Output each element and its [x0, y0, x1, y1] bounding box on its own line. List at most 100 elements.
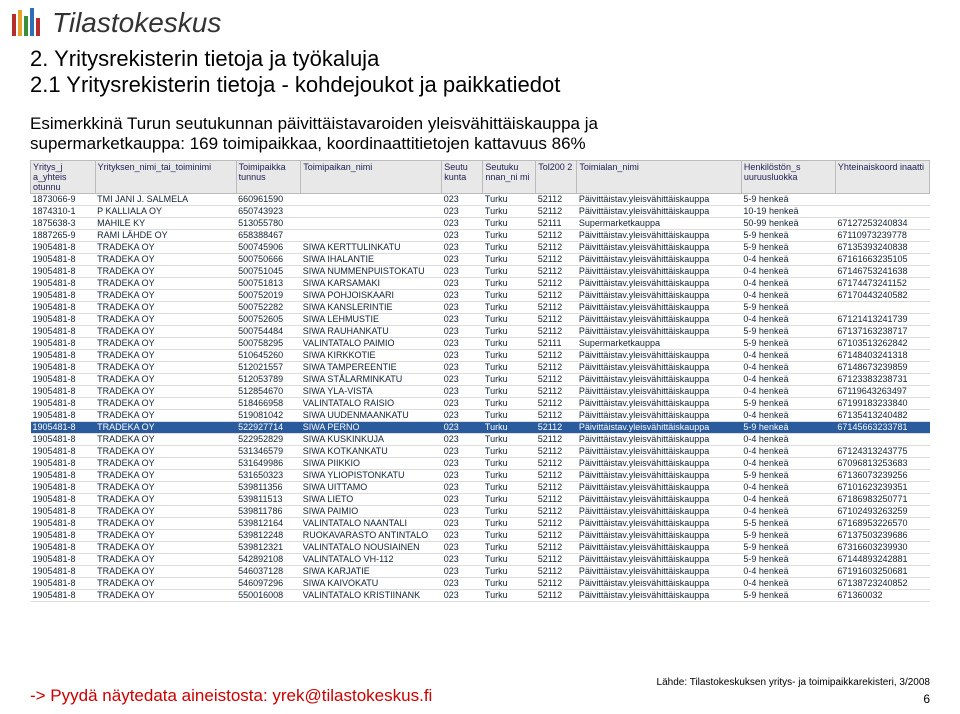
table-cell: Päivittäistav.yleisvähittäiskauppa	[577, 230, 742, 242]
table-cell: TRADEKA OY	[95, 302, 236, 314]
table-cell: 1905481-8	[31, 254, 96, 266]
table-cell: 1905481-8	[31, 410, 96, 422]
table-cell: 550016008	[236, 590, 301, 602]
table-cell: SIWA NUMMENPUISTOKATU	[301, 266, 442, 278]
table-cell: 531650323	[236, 470, 301, 482]
data-table: Yritys_j a_yhteis otunnuYrityksen_nimi_t…	[30, 160, 930, 602]
table-cell: Päivittäistav.yleisvähittäiskauppa	[577, 422, 742, 434]
table-cell: Päivittäistav.yleisvähittäiskauppa	[577, 482, 742, 494]
table-cell: 1905481-8	[31, 326, 96, 338]
table-cell: 52112	[536, 254, 577, 266]
table-cell: 510645260	[236, 350, 301, 362]
table-cell: Turku	[483, 470, 536, 482]
table-row[interactable]: 1905481-8TRADEKA OY500752019SIWA POHJOIS…	[31, 290, 930, 302]
table-cell: 1905481-8	[31, 506, 96, 518]
table-cell: 67137163238717	[835, 326, 929, 338]
table-row[interactable]: 1905481-8TRADEKA OY522952829SIWA KUSKINK…	[31, 434, 930, 446]
table-row[interactable]: 1905481-8TRADEKA OY500752282SIWA KANSLER…	[31, 302, 930, 314]
table-cell: 67146753241638	[835, 266, 929, 278]
table-row[interactable]: 1905481-8TRADEKA OY500758295VALINTATALO …	[31, 338, 930, 350]
table-row[interactable]: 1905481-8TRADEKA OY500751045SIWA NUMMENP…	[31, 266, 930, 278]
table-row[interactable]: 1905481-8TRADEKA OY500751813SIWA KARSAMA…	[31, 278, 930, 290]
table-cell: 023	[442, 386, 483, 398]
table-cell: 513055780	[236, 218, 301, 230]
table-row[interactable]: 1905481-8TRADEKA OY546097296SIWA KAIVOKA…	[31, 578, 930, 590]
table-cell: 1905481-8	[31, 338, 96, 350]
table-row[interactable]: 1905481-8TRADEKA OY542892108VALINTATALO …	[31, 554, 930, 566]
table-cell: 023	[442, 590, 483, 602]
table-cell: SIWA KAIVOKATU	[301, 578, 442, 590]
table-row[interactable]: 1905481-8TRADEKA OY531346579SIWA KOTKANK…	[31, 446, 930, 458]
table-row[interactable]: 1875638-3MAHILE KY513055780023Turku52111…	[31, 218, 930, 230]
table-cell: 67145663233781	[835, 422, 929, 434]
table-cell: 023	[442, 302, 483, 314]
source-text: Lähde: Tilastokeskuksen yritys- ja toimi…	[657, 677, 930, 688]
table-cell: 67124313243775	[835, 446, 929, 458]
table-cell: 52112	[536, 494, 577, 506]
table-cell: Turku	[483, 410, 536, 422]
table-cell	[301, 206, 442, 218]
table-cell	[301, 194, 442, 206]
table-cell: TRADEKA OY	[95, 458, 236, 470]
table-row[interactable]: 1905481-8TRADEKA OY539811356SIWA UITTAMO…	[31, 482, 930, 494]
table-row[interactable]: 1874310-1P KALLIALA OY650743923023Turku5…	[31, 206, 930, 218]
table-row[interactable]: 1905481-8TRADEKA OY539812321VALINTATALO …	[31, 542, 930, 554]
table-cell: TRADEKA OY	[95, 470, 236, 482]
table-cell: 023	[442, 566, 483, 578]
table-cell: P KALLIALA OY	[95, 206, 236, 218]
table-cell: TRADEKA OY	[95, 386, 236, 398]
data-table-wrap: Yritys_j a_yhteis otunnuYrityksen_nimi_t…	[0, 160, 960, 602]
table-row[interactable]: 1905481-8TRADEKA OY500750666SIWA IHALANT…	[31, 254, 930, 266]
table-row[interactable]: 1905481-8TRADEKA OY518466958VALINTATALO …	[31, 398, 930, 410]
table-cell: SIWA RAUHANKATU	[301, 326, 442, 338]
table-cell: Turku	[483, 518, 536, 530]
table-cell: Päivittäistav.yleisvähittäiskauppa	[577, 350, 742, 362]
table-row[interactable]: 1905481-8TRADEKA OY510645260SIWA KIRKKOT…	[31, 350, 930, 362]
table-cell: TRADEKA OY	[95, 506, 236, 518]
table-cell: VALINTATALO NOUSIAINEN	[301, 542, 442, 554]
table-cell: Turku	[483, 266, 536, 278]
table-cell: Turku	[483, 494, 536, 506]
table-row[interactable]: 1905481-8TRADEKA OY500752605SIWA LEHMUST…	[31, 314, 930, 326]
table-cell: Päivittäistav.yleisvähittäiskauppa	[577, 494, 742, 506]
table-cell: Turku	[483, 278, 536, 290]
table-cell: RAMI LÄHDE OY	[95, 230, 236, 242]
table-row[interactable]: 1887265-9RAMI LÄHDE OY658388467023Turku5…	[31, 230, 930, 242]
table-cell: 5-9 henkeä	[741, 326, 835, 338]
table-cell: 500751813	[236, 278, 301, 290]
table-row[interactable]: 1905481-8TRADEKA OY500754484SIWA RAUHANK…	[31, 326, 930, 338]
table-cell: 5-9 henkeä	[741, 542, 835, 554]
table-cell: 67316603239930	[835, 542, 929, 554]
table-row[interactable]: 1905481-8TRADEKA OY512854670SIWA YLA-VIS…	[31, 386, 930, 398]
table-cell: VALINTATALO PAIMIO	[301, 338, 442, 350]
table-row[interactable]: 1905481-8TRADEKA OY522927714SIWA PERNO02…	[31, 422, 930, 434]
table-cell: 0-4 henkeä	[741, 434, 835, 446]
table-row[interactable]: 1905481-8TRADEKA OY539812164VALINTATALO …	[31, 518, 930, 530]
table-cell: Päivittäistav.yleisvähittäiskauppa	[577, 362, 742, 374]
table-cell: 0-4 henkeä	[741, 374, 835, 386]
table-row[interactable]: 1905481-8TRADEKA OY550016008VALINTATALO …	[31, 590, 930, 602]
table-row[interactable]: 1905481-8TRADEKA OY512053789SIWA STÅLARM…	[31, 374, 930, 386]
table-cell: 67138723240852	[835, 578, 929, 590]
table-cell: TRADEKA OY	[95, 482, 236, 494]
table-cell: 539812321	[236, 542, 301, 554]
table-row[interactable]: 1905481-8TRADEKA OY539812248RUOKAVARASTO…	[31, 530, 930, 542]
table-cell: 023	[442, 482, 483, 494]
table-row[interactable]: 1905481-8TRADEKA OY531649986SIWA PIIKKIO…	[31, 458, 930, 470]
table-row[interactable]: 1905481-8TRADEKA OY500745906SIWA KERTTUL…	[31, 242, 930, 254]
table-row[interactable]: 1905481-8TRADEKA OY546037128SIWA KARJATI…	[31, 566, 930, 578]
table-cell: 500745906	[236, 242, 301, 254]
table-cell: 512854670	[236, 386, 301, 398]
table-row[interactable]: 1905481-8TRADEKA OY531650323SIWA YLIOPIS…	[31, 470, 930, 482]
table-row[interactable]: 1905481-8TRADEKA OY539811513SIWA LIETO02…	[31, 494, 930, 506]
table-cell: Turku	[483, 218, 536, 230]
table-cell: SIWA YLIOPISTONKATU	[301, 470, 442, 482]
table-cell: 023	[442, 242, 483, 254]
table-row[interactable]: 1905481-8TRADEKA OY512021557SIWA TAMPERE…	[31, 362, 930, 374]
table-cell: Turku	[483, 350, 536, 362]
table-cell: 1905481-8	[31, 374, 96, 386]
table-row[interactable]: 1905481-8TRADEKA OY519081042SIWA UUDENMA…	[31, 410, 930, 422]
table-row[interactable]: 1873066-9TMI JANI J. SALMELA660961590023…	[31, 194, 930, 206]
table-row[interactable]: 1905481-8TRADEKA OY539811786SIWA PAIMIO0…	[31, 506, 930, 518]
table-cell: 539812248	[236, 530, 301, 542]
